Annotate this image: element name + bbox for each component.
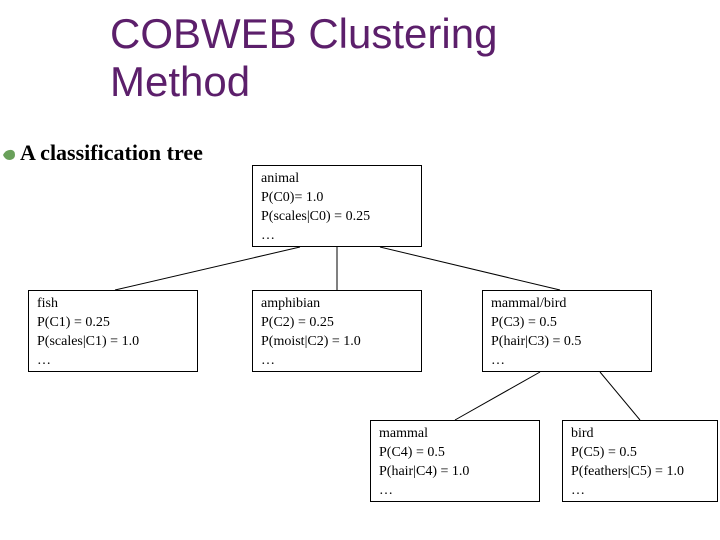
node-label: mammal	[379, 425, 531, 444]
node-ellipsis: …	[37, 352, 189, 371]
slide-title: COBWEB Clustering Method	[110, 10, 497, 107]
node-prob-line: P(moist|C2) = 1.0	[261, 333, 413, 352]
node-prob-line: P(C5) = 0.5	[571, 444, 709, 463]
tree-node-fish: fish P(C1) = 0.25 P(scales|C1) = 1.0 …	[28, 290, 198, 372]
node-prob-line: P(scales|C1) = 1.0	[37, 333, 189, 352]
node-prob-line: P(hair|C4) = 1.0	[379, 463, 531, 482]
node-label: animal	[261, 170, 413, 189]
node-label: fish	[37, 295, 189, 314]
leaf-bullet-icon	[2, 148, 16, 162]
node-prob-line: P(feathers|C5) = 1.0	[571, 463, 709, 482]
node-ellipsis: …	[261, 227, 413, 246]
slide-subtitle: A classification tree	[20, 140, 203, 166]
node-label: amphibian	[261, 295, 413, 314]
tree-edge	[455, 372, 540, 420]
node-ellipsis: …	[491, 352, 643, 371]
node-prob-line: P(C4) = 0.5	[379, 444, 531, 463]
tree-node-root: animal P(C0)= 1.0 P(scales|C0) = 0.25 …	[252, 165, 422, 247]
node-label: bird	[571, 425, 709, 444]
node-ellipsis: …	[571, 482, 709, 501]
tree-edge	[600, 372, 640, 420]
tree-node-bird: bird P(C5) = 0.5 P(feathers|C5) = 1.0 …	[562, 420, 718, 502]
node-prob-line: P(scales|C0) = 0.25	[261, 208, 413, 227]
tree-node-mammal-bird: mammal/bird P(C3) = 0.5 P(hair|C3) = 0.5…	[482, 290, 652, 372]
tree-node-amphibian: amphibian P(C2) = 0.25 P(moist|C2) = 1.0…	[252, 290, 422, 372]
node-prob-line: P(C3) = 0.5	[491, 314, 643, 333]
node-ellipsis: …	[261, 352, 413, 371]
node-prob-line: P(C1) = 0.25	[37, 314, 189, 333]
tree-edge	[380, 247, 560, 290]
node-prob-line: P(C0)= 1.0	[261, 189, 413, 208]
tree-node-mammal: mammal P(C4) = 0.5 P(hair|C4) = 1.0 …	[370, 420, 540, 502]
title-line-1: COBWEB Clustering	[110, 10, 497, 57]
leaf-shape	[3, 150, 15, 160]
title-line-2: Method	[110, 58, 250, 105]
node-ellipsis: …	[379, 482, 531, 501]
node-label: mammal/bird	[491, 295, 643, 314]
node-prob-line: P(hair|C3) = 0.5	[491, 333, 643, 352]
node-prob-line: P(C2) = 0.25	[261, 314, 413, 333]
tree-edge	[115, 247, 300, 290]
